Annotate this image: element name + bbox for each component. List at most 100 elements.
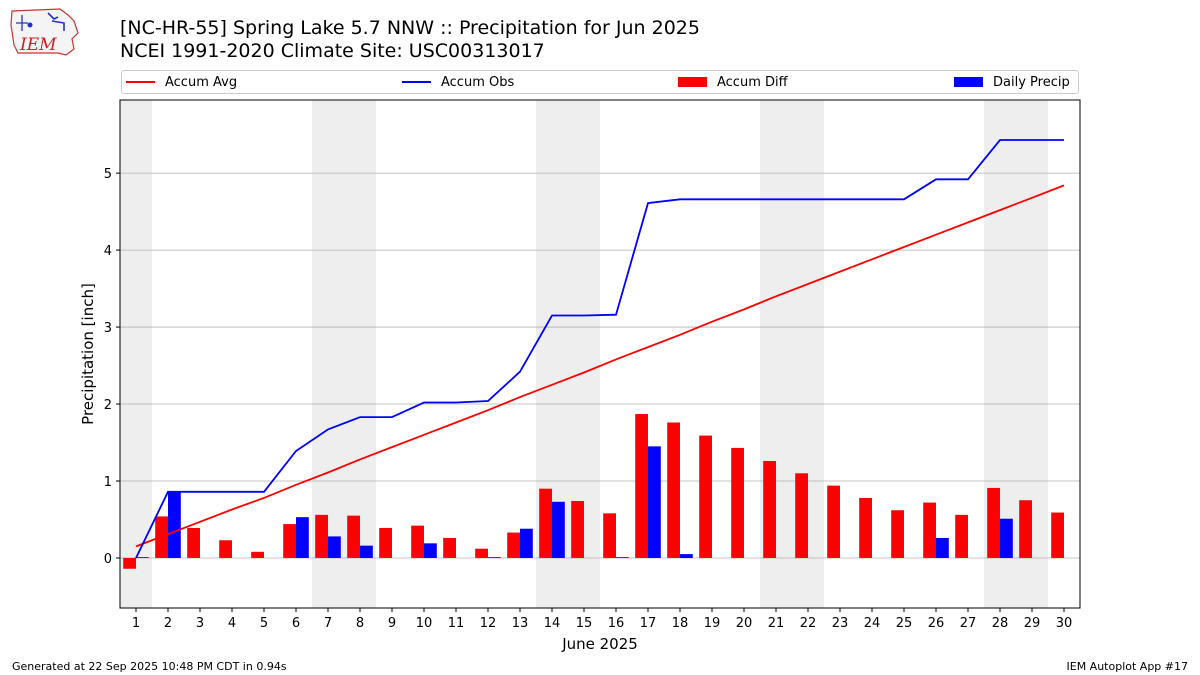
daily-precip-bar-13 [520, 528, 533, 558]
x-tick-label-29: 29 [1024, 616, 1041, 631]
legend-swatch-daily-precip [954, 77, 983, 87]
daily-precip-bar-7 [328, 536, 341, 558]
accum-diff-bar-22 [795, 473, 808, 558]
legend-label-accum-avg: Accum Avg [165, 74, 238, 90]
y-tick-label-2: 2 [104, 398, 112, 413]
accum-diff-bar-23 [827, 485, 840, 558]
daily-precip-bar-17 [648, 446, 661, 558]
accum-diff-bar-18 [667, 422, 680, 558]
y-tick-label-0: 0 [104, 552, 112, 567]
x-tick-label-26: 26 [928, 616, 945, 631]
accum-diff-bar-11 [443, 537, 456, 558]
accum-diff-bar-12 [475, 548, 488, 558]
x-tick-label-19: 19 [704, 616, 721, 631]
accum-diff-bar-15 [571, 501, 584, 558]
accum-diff-bar-3 [187, 527, 200, 558]
x-tick-label-17: 17 [640, 616, 657, 631]
x-tick-label-20: 20 [736, 616, 753, 631]
accum-diff-bar-5 [251, 551, 264, 558]
x-tick-label-8: 8 [356, 616, 364, 631]
legend-item-daily-precip: Daily Precip [954, 74, 1070, 90]
footer-app: IEM Autoplot App #17 [1066, 660, 1189, 673]
daily-precip-bar-28 [1000, 518, 1013, 558]
footer-generated: Generated at 22 Sep 2025 10:48 PM CDT in… [12, 660, 287, 673]
accum-diff-bar-6 [283, 524, 296, 558]
daily-precip-bar-14 [552, 501, 565, 558]
x-tick-label-1: 1 [132, 616, 140, 631]
legend-item-accum-obs: Accum Obs [402, 74, 514, 90]
accum-diff-bar-26 [923, 502, 936, 558]
x-tick-label-2: 2 [164, 616, 172, 631]
x-tick-label-25: 25 [896, 616, 913, 631]
logo-text: IEM [19, 35, 57, 55]
x-tick-label-12: 12 [480, 616, 497, 631]
accum-avg-line [135, 184, 1065, 548]
accum-diff-bar-8 [347, 515, 360, 558]
x-tick-label-15: 15 [576, 616, 593, 631]
iem-logo: IEM [10, 8, 79, 56]
daily-precip-bar-8 [360, 545, 373, 558]
x-tick-label-10: 10 [416, 616, 433, 631]
accum-diff-bar-21 [763, 460, 776, 558]
accum-diff-bar-27 [955, 514, 968, 558]
legend: Accum Avg Accum Obs Accum Diff Daily Pre… [121, 70, 1079, 94]
accum-diff-bar-13 [507, 532, 520, 558]
legend-label-accum-obs: Accum Obs [441, 74, 515, 90]
x-tick-label-7: 7 [324, 616, 332, 631]
x-tick-label-11: 11 [448, 616, 465, 631]
daily-precip-bar-16 [616, 557, 629, 558]
daily-precip-bar-1 [136, 557, 149, 558]
accum-diff-bar-4 [219, 540, 232, 558]
daily-precip-bar-10 [424, 543, 437, 558]
chart-title: [NC-HR-55] Spring Lake 5.7 NNW :: Precip… [120, 17, 700, 39]
accum-diff-bar-16 [603, 513, 616, 558]
y-tick-label-3: 3 [104, 321, 112, 336]
accum-obs-line [135, 139, 1064, 559]
legend-swatch-accum-obs [402, 81, 431, 83]
legend-label-daily-precip: Daily Precip [993, 74, 1070, 90]
y-tick-label-5: 5 [104, 167, 112, 182]
accum-diff-bar-19 [699, 435, 712, 558]
legend-item-accum-diff: Accum Diff [678, 74, 788, 90]
x-tick-label-27: 27 [960, 616, 977, 631]
x-tick-label-22: 22 [800, 616, 817, 631]
weekend-band-1 [120, 100, 152, 608]
legend-swatch-accum-diff [678, 77, 707, 87]
x-tick-label-14: 14 [544, 616, 561, 631]
x-tick-label-13: 13 [512, 616, 529, 631]
x-tick-label-5: 5 [260, 616, 268, 631]
accum-diff-bar-30 [1051, 512, 1064, 558]
accum-diff-bar-25 [891, 510, 904, 558]
x-tick-label-18: 18 [672, 616, 689, 631]
accum-diff-bar-1 [123, 557, 136, 569]
x-tick-label-21: 21 [768, 616, 785, 631]
daily-precip-bar-6 [296, 517, 309, 558]
x-tick-label-16: 16 [608, 616, 625, 631]
accum-diff-bar-10 [411, 525, 424, 558]
x-tick-label-28: 28 [992, 616, 1009, 631]
y-tick-label-1: 1 [104, 475, 112, 490]
legend-label-accum-diff: Accum Diff [717, 74, 788, 90]
x-tick-label-6: 6 [292, 616, 300, 631]
accum-diff-bar-17 [635, 414, 648, 558]
accum-diff-bar-20 [731, 447, 744, 558]
accum-diff-bar-9 [379, 527, 392, 558]
y-axis-label: Precipitation [inch] [79, 283, 97, 425]
daily-precip-bar-12 [488, 557, 501, 558]
y-tick-label-4: 4 [104, 244, 112, 259]
x-tick-label-4: 4 [228, 616, 236, 631]
accum-diff-bar-7 [315, 514, 328, 558]
accum-diff-bar-28 [987, 487, 1000, 558]
legend-swatch-accum-avg [126, 81, 155, 83]
x-tick-label-24: 24 [864, 616, 881, 631]
x-tick-label-30: 30 [1056, 616, 1073, 631]
legend-item-accum-avg: Accum Avg [126, 74, 237, 90]
daily-precip-bar-18 [680, 554, 693, 558]
daily-precip-bar-2 [168, 492, 181, 558]
accum-diff-bar-29 [1019, 500, 1032, 558]
x-axis-label: June 2025 [561, 635, 638, 653]
x-tick-label-3: 3 [196, 616, 204, 631]
x-tick-label-9: 9 [388, 616, 396, 631]
daily-precip-bar-26 [936, 537, 949, 558]
